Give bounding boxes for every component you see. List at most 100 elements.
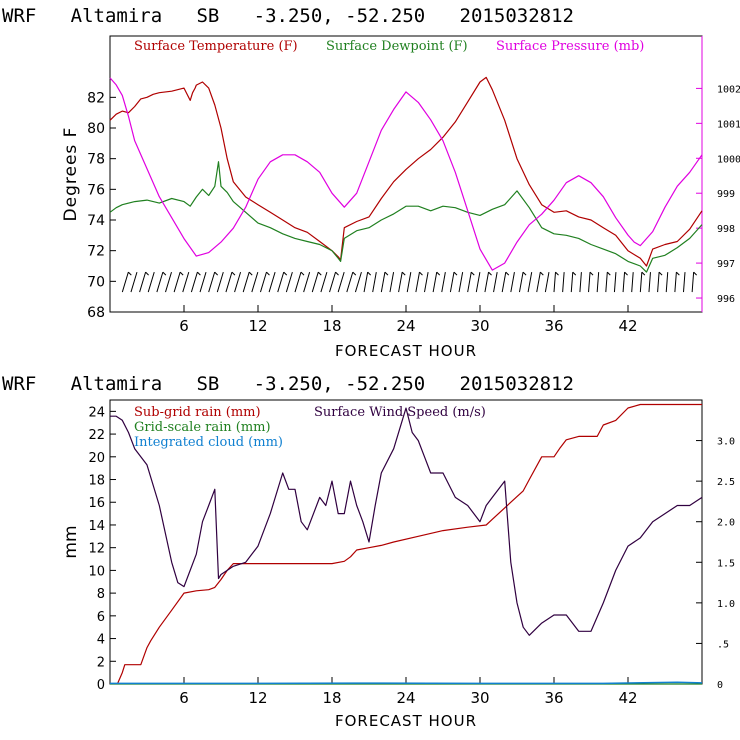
y-tick-label: 70 [87, 274, 105, 290]
wind-barb [346, 271, 357, 293]
y-tick-label: 8 [97, 587, 105, 602]
wind-barb [165, 271, 172, 293]
x-tick-label: 18 [322, 689, 341, 707]
bottom-series [110, 403, 703, 685]
x-tick-label: 30 [470, 689, 489, 707]
y-tick-label: 16 [88, 496, 105, 511]
wind-barb [432, 271, 441, 293]
wind-barb [501, 271, 510, 293]
y-tick-label: 80 [87, 121, 105, 137]
x-tick-label: 24 [396, 689, 415, 707]
legend-integrated-cloud: Integrated cloud (mm) [134, 435, 283, 450]
x-tick-label: 12 [248, 317, 267, 335]
y-tick-label: 2 [97, 655, 105, 670]
wind-barb [639, 271, 646, 293]
x-tick-label: 36 [544, 317, 563, 335]
x-tick-label: 6 [179, 317, 189, 335]
bottom-x-axis-label: FORECAST HOUR [335, 712, 477, 730]
legend-surface-pressure: Surface Pressure (mb) [496, 39, 644, 54]
wind-barb [415, 271, 423, 293]
top-plot-frame [109, 35, 703, 313]
wind-barb [156, 271, 167, 293]
series-line-surface-pressure-mb [109, 77, 703, 271]
y2-tick-label: 996 [717, 294, 735, 305]
x-tick-label: 30 [470, 317, 489, 335]
legend-surface-wind-speed: Surface Wind Speed (m/s) [314, 405, 486, 420]
wind-barb [562, 272, 565, 293]
wind-barb [363, 271, 372, 293]
y2-tick-label: 1002 [717, 84, 740, 95]
wind-barb [173, 271, 184, 293]
y2-tick-label: 1.0 [717, 599, 735, 610]
wind-barb [588, 271, 594, 293]
wind-barb [622, 271, 628, 293]
wind-barb [484, 271, 492, 293]
bottom-x-ticks: 6 12 18 24 30 36 42 [179, 677, 638, 707]
series-line-surface-dewpoint-f [109, 161, 703, 273]
top-series [109, 76, 703, 273]
wind-barb [398, 271, 406, 293]
temperature-panel: WRF Altamira SB -3.250, -52.250 20150328… [2, 5, 740, 360]
legend-subgrid-rain: Sub-grid rain (mm) [134, 405, 261, 420]
wind-barb [121, 271, 132, 293]
y2-tick-label: 1000 [717, 154, 740, 165]
wind-barb [613, 272, 617, 293]
wind-barb [544, 272, 550, 293]
wind-barb [458, 272, 464, 293]
y2-tick-label: 1001 [717, 119, 740, 130]
wind-barb [259, 271, 270, 293]
x-tick-label: 36 [544, 689, 563, 707]
x-tick-label: 12 [248, 689, 267, 707]
top-x-axis-label: FORECAST HOUR [335, 342, 477, 360]
y-tick-label: 0 [97, 678, 105, 693]
y-tick-label: 22 [88, 428, 105, 443]
y-tick-label: 78 [87, 152, 105, 168]
wind-barb [467, 271, 475, 293]
y2-tick-label: 1.5 [717, 558, 735, 569]
wind-barb [182, 271, 190, 293]
y-tick-label: 72 [87, 244, 105, 260]
y2-tick-label: 3.0 [717, 437, 735, 448]
wind-barb [303, 271, 311, 293]
wind-barb [536, 271, 544, 293]
wind-barb [596, 272, 600, 293]
top-legend: Surface Temperature (F) Surface Dewpoint… [134, 39, 644, 54]
series-line-integrated-cloud-mm [110, 681, 703, 685]
wind-barb [199, 271, 207, 293]
x-tick-label: 24 [396, 317, 415, 335]
rain-wind-panel: WRF Altamira SB -3.250, -52.250 20150328… [2, 373, 735, 730]
wind-barb [631, 272, 634, 293]
wind-barb [268, 271, 276, 293]
legend-surface-temperature: Surface Temperature (F) [134, 39, 298, 54]
wind-barb [424, 272, 429, 293]
y-tick-label: 6 [97, 610, 105, 625]
y2-tick-label: 997 [717, 259, 735, 270]
y-tick-label: 24 [88, 405, 105, 420]
wind-barb [294, 271, 305, 293]
wind-barb [208, 271, 219, 293]
wind-barb [441, 272, 446, 293]
y-tick-label: 12 [88, 542, 105, 557]
wind-barb [527, 272, 533, 293]
wind-barb [130, 271, 138, 293]
y-tick-label: 4 [97, 633, 105, 648]
wind-barb [674, 271, 680, 293]
wind-barb [242, 271, 253, 293]
series-line-surface-wind-speed-m-s [110, 407, 703, 636]
y2-tick-label: 2.0 [717, 518, 735, 529]
y-tick-label: 10 [88, 564, 105, 579]
wind-barb [285, 271, 293, 293]
y2-tick-label: 999 [717, 189, 735, 200]
legend-surface-dewpoint: Surface Dewpoint (F) [326, 39, 468, 54]
wind-barb [311, 271, 322, 293]
top-y2-ticks: 996 997 998 999 1000 1001 1002 [696, 84, 740, 305]
top-x-ticks: 6 12 18 24 30 36 42 [179, 305, 638, 335]
wind-barb [320, 271, 328, 293]
x-tick-label: 18 [322, 317, 341, 335]
wind-barb [691, 271, 697, 293]
y-tick-label: 74 [87, 213, 105, 229]
wind-barb [216, 271, 224, 293]
wind-barb [579, 272, 582, 293]
